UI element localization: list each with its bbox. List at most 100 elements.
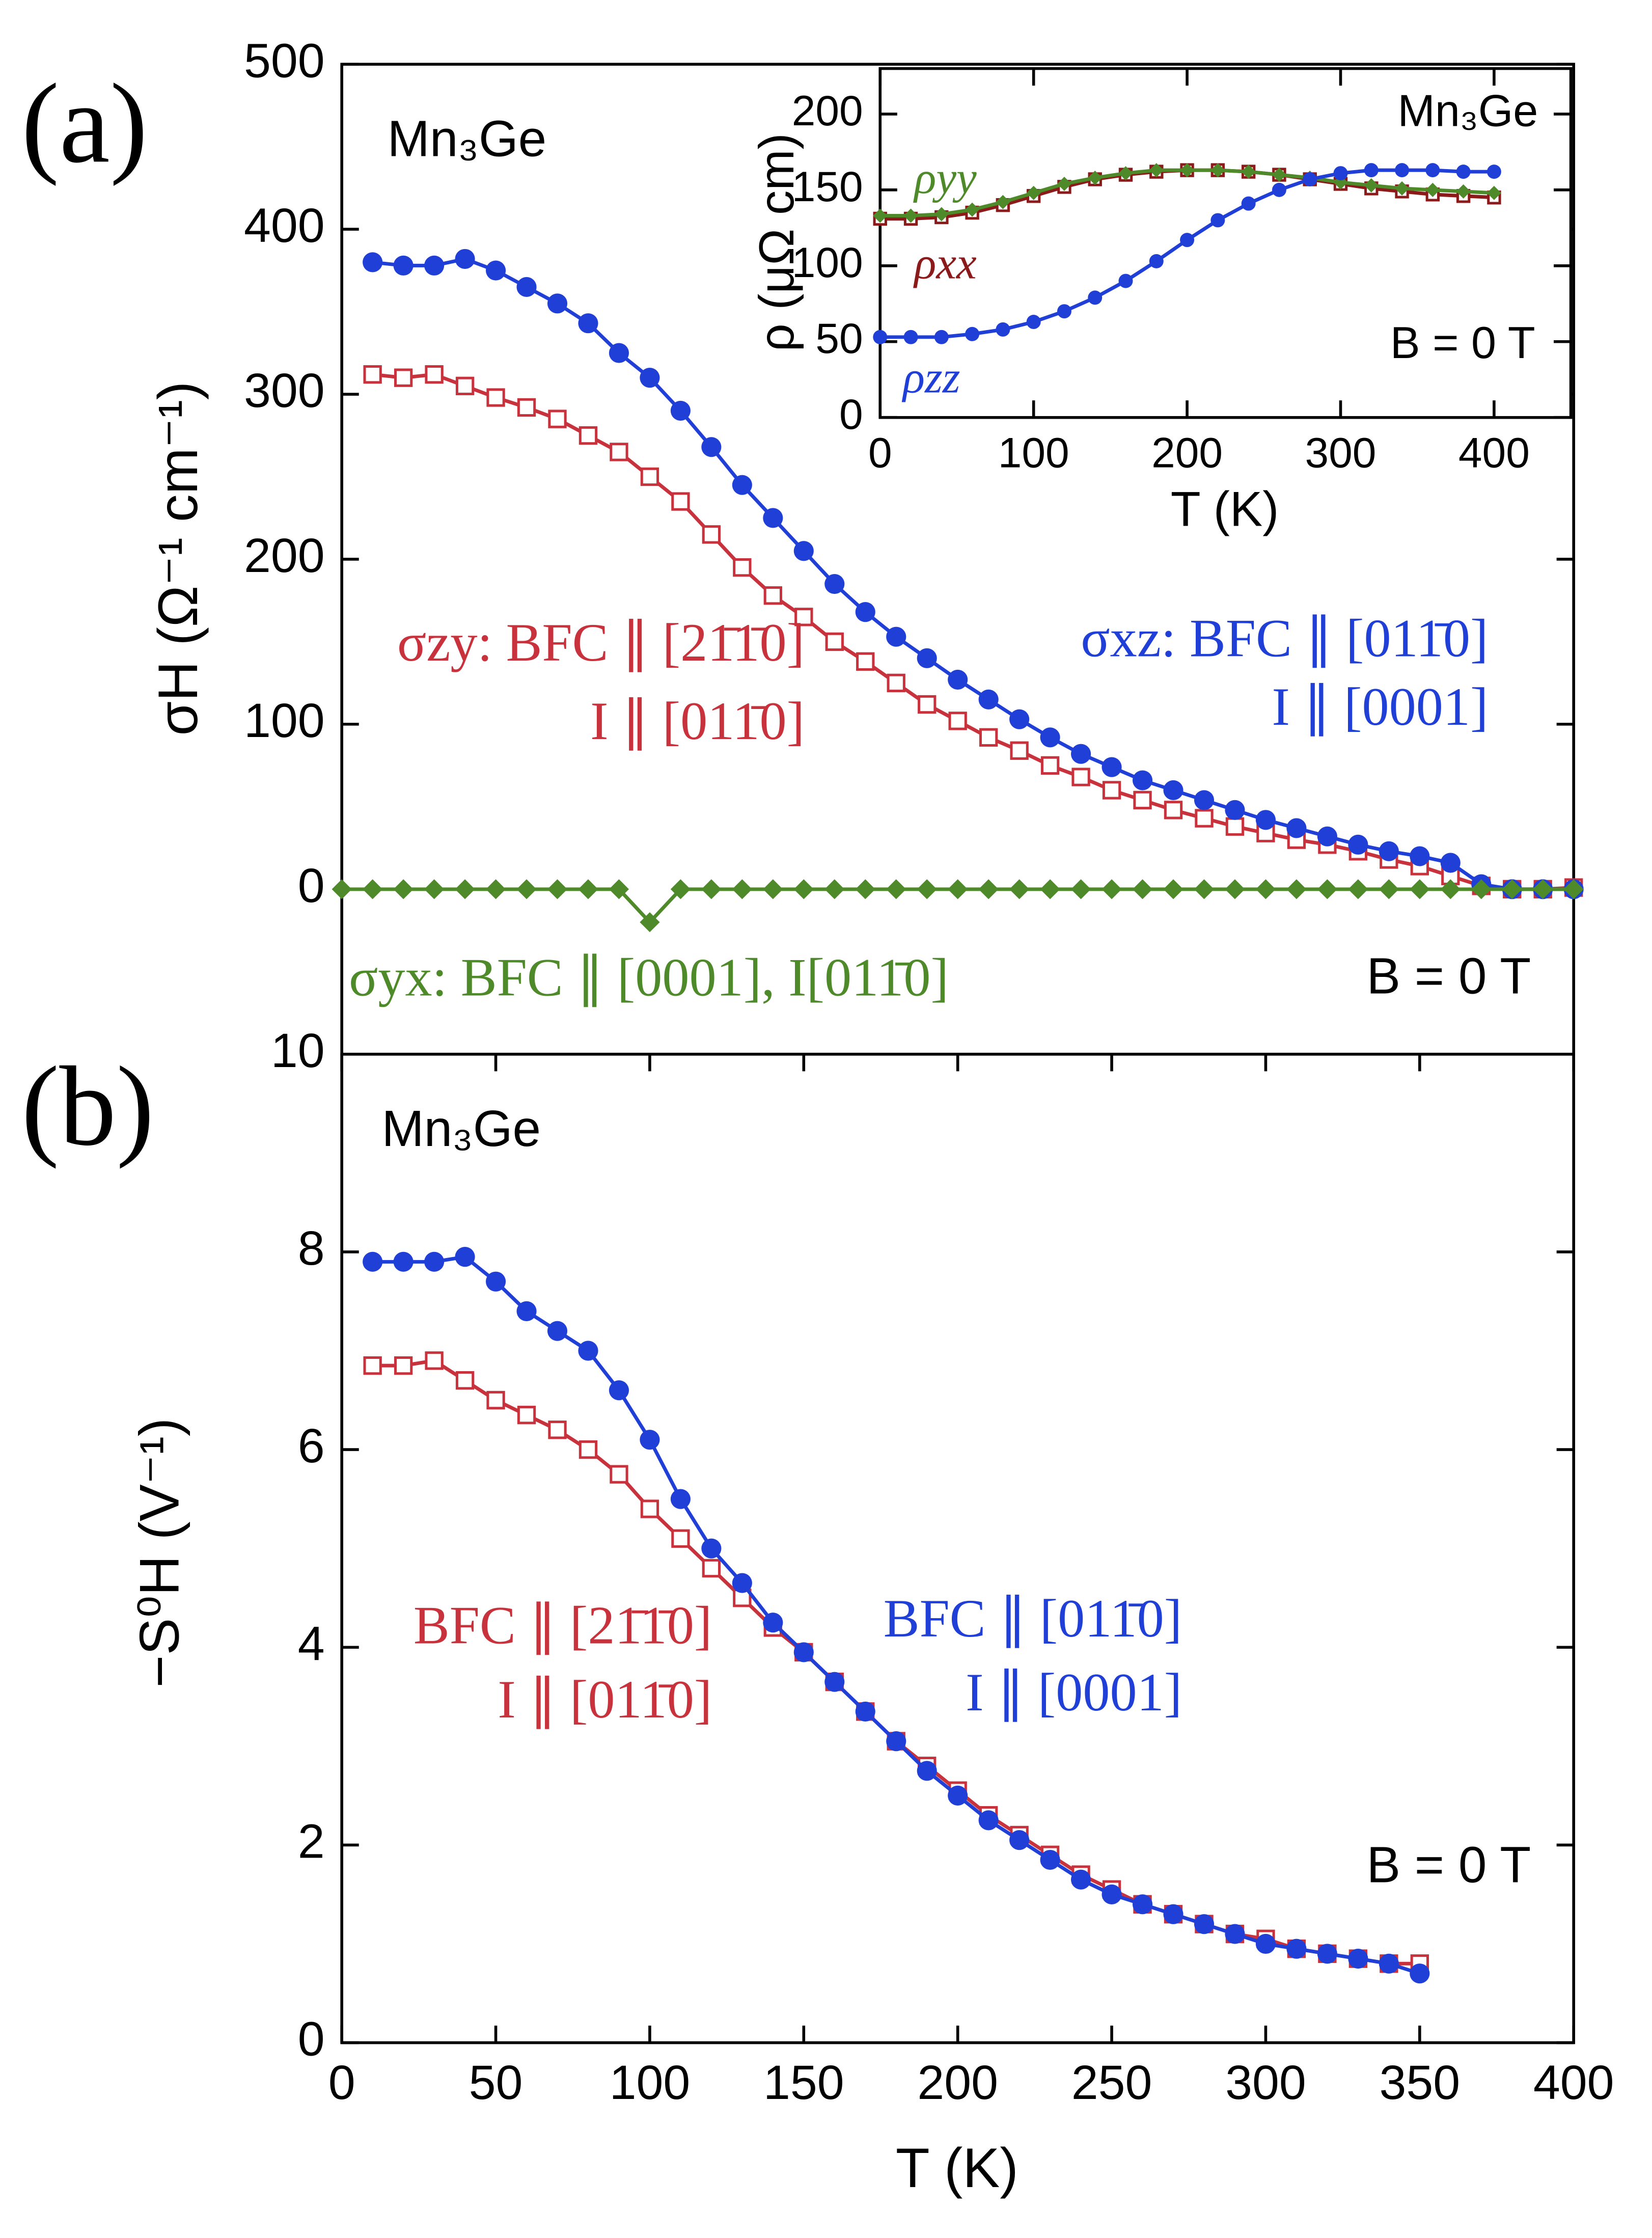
data-point [825, 632, 844, 651]
data-point [517, 398, 536, 417]
data-point [1410, 846, 1430, 866]
data-point [1425, 163, 1440, 178]
data-point [640, 912, 660, 933]
data-point [610, 443, 628, 461]
data-point [455, 376, 475, 396]
data-point [1194, 790, 1215, 810]
data-point [1071, 1869, 1091, 1890]
data-point [1057, 176, 1071, 191]
legend-label: ρxx [913, 238, 977, 289]
data-point [485, 260, 506, 281]
data-point [701, 437, 722, 457]
data-point [1102, 879, 1122, 899]
data-point [455, 249, 475, 269]
data-point [763, 508, 783, 528]
data-point [1440, 879, 1461, 899]
annotation: I ∥ [011̄0] [498, 1669, 712, 1729]
data-point [855, 1701, 875, 1722]
legend-label: ρyy [913, 153, 977, 203]
panel-label: (a) [21, 61, 148, 186]
x-axis-label: T (K) [896, 2137, 1018, 2199]
data-point [1040, 1849, 1060, 1870]
data-point [824, 879, 845, 899]
data-point [763, 1613, 783, 1633]
data-point [1225, 817, 1245, 836]
y-tick-label: 300 [244, 364, 325, 418]
y-tick-label: 200 [792, 87, 863, 134]
x-tick-label: 300 [1305, 428, 1376, 476]
data-point [1255, 810, 1276, 830]
data-point [855, 879, 875, 899]
plot-frame [878, 67, 1573, 419]
data-point [1317, 1944, 1337, 1964]
data-point [548, 1421, 567, 1439]
data-point [363, 1356, 382, 1375]
data-point [1348, 834, 1368, 855]
y-tick-label: 0 [298, 2012, 325, 2066]
data-point [917, 879, 937, 899]
x-tick-label: 200 [917, 2056, 998, 2110]
annotation: B = 0 T [1390, 317, 1535, 368]
data-point [486, 388, 505, 407]
data-point [887, 673, 905, 693]
y-tick-label: 2 [298, 1815, 325, 1869]
inset-background [880, 68, 1571, 418]
data-point [1379, 879, 1399, 899]
data-point [1410, 879, 1430, 899]
data-point [701, 879, 722, 899]
y-tick-label: 100 [244, 694, 325, 748]
y-tick-label: 0 [298, 859, 325, 913]
series-line [372, 372, 1574, 891]
data-point [886, 879, 906, 899]
data-point [903, 330, 918, 344]
data-point [1133, 790, 1152, 810]
data-point [793, 879, 814, 899]
series-line [372, 257, 1574, 891]
data-point [394, 368, 413, 387]
annotation: B = 0 T [1366, 948, 1531, 1005]
annotation: σxz: BFC ∥ [011̄0] [1081, 608, 1488, 668]
x-tick-label: 150 [763, 2056, 844, 2110]
x-tick-label: 50 [469, 2056, 523, 2110]
data-point [579, 1440, 598, 1459]
data-point [1255, 1933, 1276, 1954]
data-point [978, 689, 999, 709]
data-point [670, 1489, 691, 1509]
data-point [393, 1251, 414, 1272]
data-point [948, 669, 968, 690]
y-tick-label: 8 [298, 1221, 325, 1275]
data-point [1026, 315, 1041, 330]
data-point [793, 1642, 814, 1662]
data-point [1425, 182, 1440, 197]
data-point [1149, 163, 1164, 178]
data-point [516, 277, 537, 297]
data-point [1071, 744, 1091, 764]
data-point [1132, 879, 1153, 899]
annotation: BFC ∥ [011̄0] [884, 1588, 1182, 1648]
data-point [1210, 213, 1225, 228]
data-point [948, 1785, 968, 1806]
data-point [1225, 879, 1245, 899]
data-point [1348, 879, 1368, 899]
y-tick-label: 4 [298, 1617, 325, 1671]
data-point [763, 586, 783, 605]
data-point [485, 879, 506, 899]
data-point [1149, 254, 1164, 268]
data-point [732, 879, 752, 899]
data-point [903, 208, 918, 223]
data-point [793, 541, 814, 561]
plot-frame [340, 1052, 1575, 2044]
data-point [363, 365, 382, 384]
data-point [1348, 1949, 1368, 1969]
data-point [1440, 853, 1461, 873]
data-point [578, 1341, 598, 1361]
y-tick-label: 0 [839, 390, 863, 438]
y-tick-label: 10 [271, 1024, 325, 1078]
y-tick-label: 400 [244, 199, 325, 253]
data-point [1071, 768, 1090, 786]
data-point [1379, 1953, 1399, 1974]
data-point [1163, 780, 1183, 801]
data-point [1456, 184, 1471, 199]
data-point [363, 879, 383, 899]
